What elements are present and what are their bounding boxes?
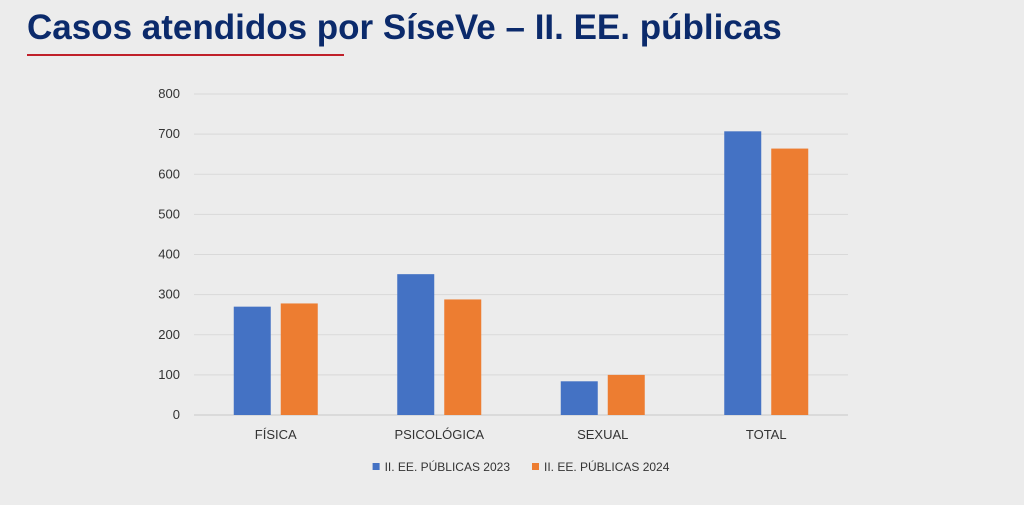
y-tick-label: 600 xyxy=(158,166,180,181)
legend-swatch xyxy=(532,463,539,470)
bar-2024 xyxy=(280,303,318,415)
bar-2023 xyxy=(724,131,762,415)
y-tick-label: 800 xyxy=(158,86,180,101)
x-category-label: PSICOLÓGICA xyxy=(394,427,484,442)
legend-label: II. EE. PÚBLICAS 2024 xyxy=(544,459,670,474)
x-category-label: FÍSICA xyxy=(255,427,297,442)
y-tick-label: 300 xyxy=(158,287,180,302)
y-tick-label: 100 xyxy=(158,367,180,382)
page-title: Casos atendidos por SíseVe – II. EE. púb… xyxy=(27,8,782,47)
y-tick-label: 0 xyxy=(173,407,180,422)
bar-2024 xyxy=(444,299,482,415)
y-tick-label: 500 xyxy=(158,206,180,221)
title-underline xyxy=(27,54,344,56)
bars xyxy=(233,131,809,415)
legend-swatch xyxy=(372,463,380,470)
legend: II. EE. PÚBLICAS 2023 II. EE. PÚBLICAS 20… xyxy=(372,459,670,474)
bar-2023 xyxy=(397,274,435,415)
y-tick-label: 700 xyxy=(158,126,180,141)
bar-2023 xyxy=(233,306,271,415)
legend-label: II. EE. PÚBLICAS 2023 xyxy=(385,459,511,474)
bar-2024 xyxy=(771,148,809,415)
y-tick-label: 400 xyxy=(158,247,180,262)
y-tick-label: 200 xyxy=(158,327,180,342)
bar-2024 xyxy=(607,374,645,415)
y-axis-tick-labels: 0 100 200 300 400 500 600 700 800 xyxy=(158,86,180,422)
x-axis-category-labels: FÍSICA PSICOLÓGICA SEXUAL TOTAL xyxy=(255,427,787,442)
x-category-label: TOTAL xyxy=(746,427,787,442)
bar-2023 xyxy=(560,381,598,415)
x-category-label: SEXUAL xyxy=(577,427,628,442)
